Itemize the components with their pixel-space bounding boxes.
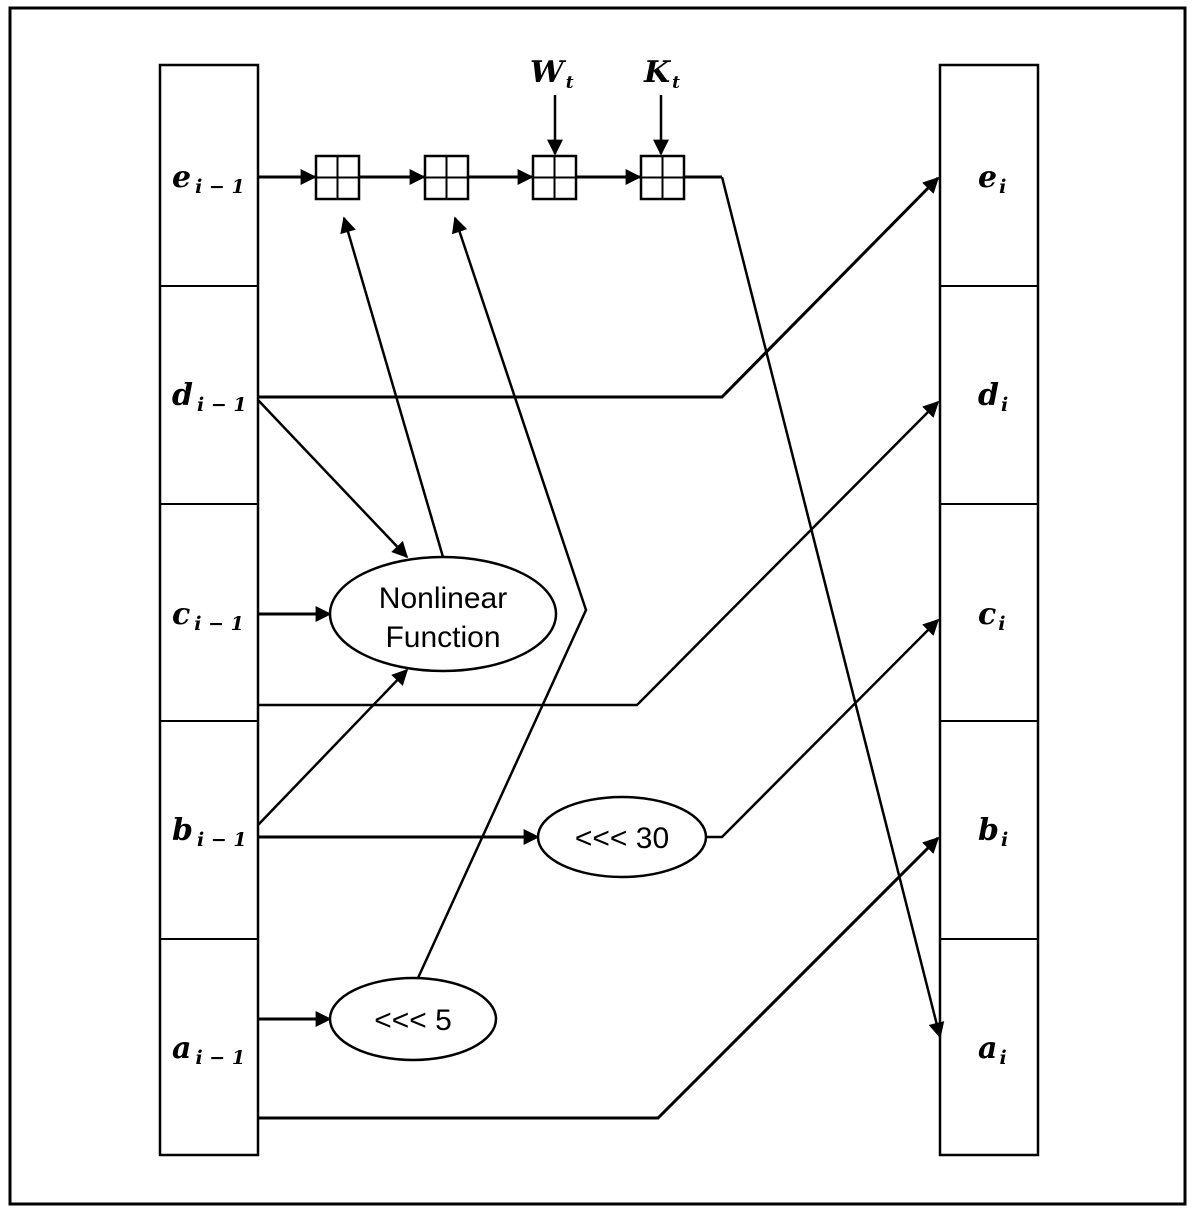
d-to-e-output [258, 176, 940, 399]
adder-2 [423, 154, 470, 201]
a-to-b-output [258, 836, 940, 1120]
nonlinear-function-line1: Nonlinear [379, 582, 507, 615]
nonlinear-function-line2: Function [385, 621, 500, 654]
c-to-d-output [258, 400, 940, 707]
d-to-nonlinear [257, 399, 409, 559]
b-to-nonlinear [257, 668, 409, 826]
right-register-stack [938, 63, 1040, 1157]
rotate5-to-adder2 [416, 216, 588, 979]
rotate30-ellipse [536, 795, 708, 879]
adder-3 [531, 154, 578, 201]
adder-4 [639, 154, 686, 201]
rotate30-label: <<< 30 [575, 822, 669, 855]
rotate30-to-c-output [706, 618, 940, 839]
left-register-stack [158, 63, 260, 1157]
rotate5-label: <<< 5 [374, 1004, 452, 1037]
adder-1 [314, 154, 361, 201]
nonlinear-function-ellipse [328, 555, 558, 673]
sum-to-a-output [720, 176, 945, 1039]
rotate5-ellipse [328, 976, 498, 1062]
nonlinear-to-adder1 [340, 216, 445, 558]
